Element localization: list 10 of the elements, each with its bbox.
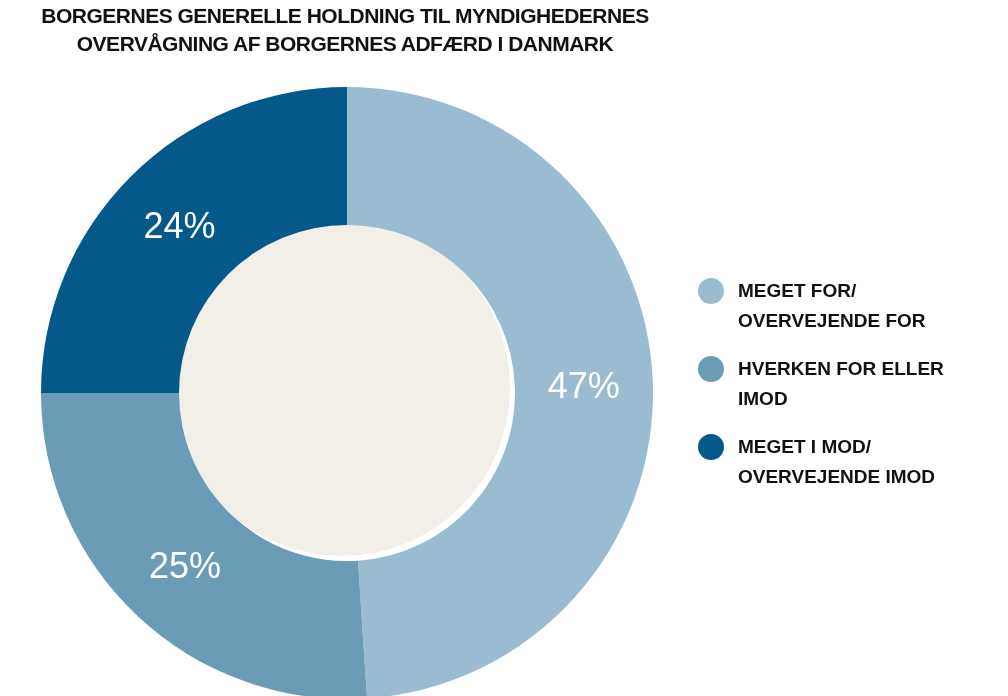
donut-slice — [41, 393, 368, 696]
legend-label: MEGET FOR/ OVERVEJENDE FOR — [738, 279, 927, 333]
data-label: 47% — [547, 364, 620, 406]
donut-slice — [347, 87, 653, 696]
chart-title: BORGERNES GENERELLE HOLDNING TIL MYNDIGHEDERNES OVERVÅGNING AF BORGERNES ADFÆRD I DANMARK — [40, 3, 650, 57]
donut-slice — [41, 87, 347, 393]
legend-label: MEGET I MOD/ OVERVEJENDE IMOD — [738, 435, 937, 489]
legend-label: HVERKEN FOR ELLER IMOD — [738, 357, 945, 411]
data-label: 25% — [148, 545, 222, 587]
data-label: 24% — [143, 204, 216, 246]
